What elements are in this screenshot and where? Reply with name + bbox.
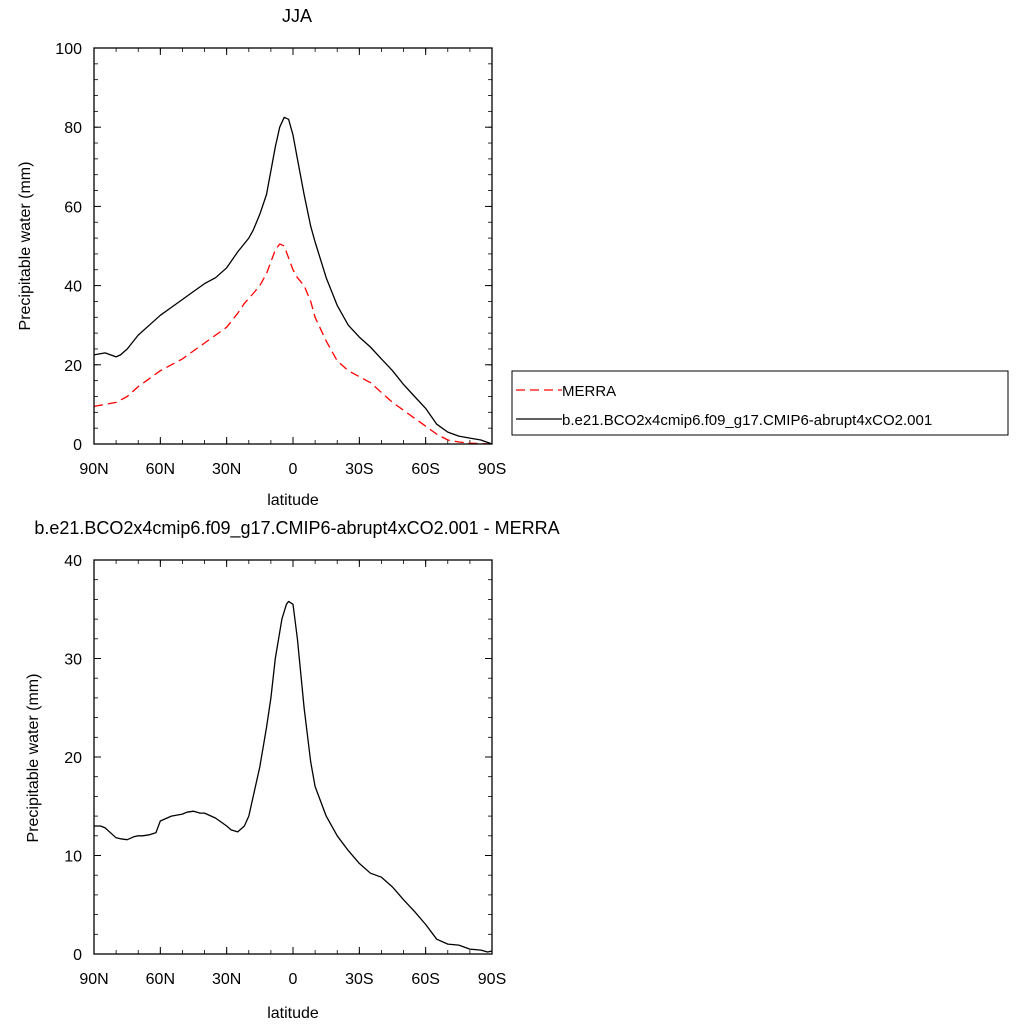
bottom-x-tick-label: 90S <box>478 971 506 988</box>
bottom-x-tick-label: 30S <box>345 971 373 988</box>
legend-merra-label: MERRA <box>562 383 616 400</box>
top-x-tick-label: 30S <box>345 461 373 478</box>
top-y-tick-label: 0 <box>73 437 82 454</box>
legend: MERRA b.e21.BCO2x4cmip6.f09_g17.CMIP6-ab… <box>511 370 1009 436</box>
top-plot-frame <box>93 47 493 445</box>
bottom-y-axis-label: Precipitable water (mm) <box>25 674 42 843</box>
legend-model-label: b.e21.BCO2x4cmip6.f09_g17.CMIP6-abrupt4x… <box>562 412 932 429</box>
top-series-line-b-e21-bco2x4cmip6-f09-g17-cmip6-abrupt4xco2-001 <box>93 116 493 445</box>
top-y-tick-label: 60 <box>64 199 82 216</box>
bottom-chart-title: b.e21.BCO2x4cmip6.f09_g17.CMIP6-abrupt4x… <box>34 518 559 539</box>
top-x-tick-label: 90N <box>79 461 108 478</box>
bottom-x-tick-label: 30N <box>212 971 241 988</box>
bottom-y-tick-label: 30 <box>64 652 82 669</box>
top-series-line-merra <box>93 243 493 445</box>
top-y-tick-label: 100 <box>55 41 82 58</box>
bottom-y-tick-label: 10 <box>64 849 82 866</box>
top-chart-title: JJA <box>282 6 312 26</box>
bottom-panel-chart: b.e21.BCO2x4cmip6.f09_g17.CMIP6-abrupt4x… <box>25 518 560 1022</box>
bottom-x-tick-label: 0 <box>289 971 298 988</box>
bottom-y-tick-label: 40 <box>64 553 82 570</box>
top-x-tick-label: 60N <box>146 461 175 478</box>
top-y-tick-label: 20 <box>64 358 82 375</box>
bottom-plot-frame <box>93 559 493 955</box>
bottom-x-tick-label: 90N <box>79 971 108 988</box>
bottom-y-tick-label: 20 <box>64 750 82 767</box>
top-x-tick-label: 90S <box>478 461 506 478</box>
bottom-x-tick-label: 60S <box>411 971 439 988</box>
top-y-tick-label: 40 <box>64 279 82 296</box>
top-x-tick-label: 60S <box>411 461 439 478</box>
top-y-axis-label: Precipitable water (mm) <box>17 162 34 331</box>
top-x-tick-label: 30N <box>212 461 241 478</box>
bottom-series-line-difference <box>94 600 493 953</box>
bottom-y-tick-label: 0 <box>73 947 82 964</box>
top-x-tick-label: 0 <box>289 461 298 478</box>
bottom-x-tick-label: 60N <box>146 971 175 988</box>
top-panel-chart: JJA Precipitable water (mm) latitude 0 20… <box>17 6 506 509</box>
legend-box <box>511 370 1009 436</box>
top-y-tick-label: 80 <box>64 120 82 137</box>
bottom-x-axis-label: latitude <box>267 1005 319 1022</box>
top-x-axis-label: latitude <box>267 492 319 509</box>
